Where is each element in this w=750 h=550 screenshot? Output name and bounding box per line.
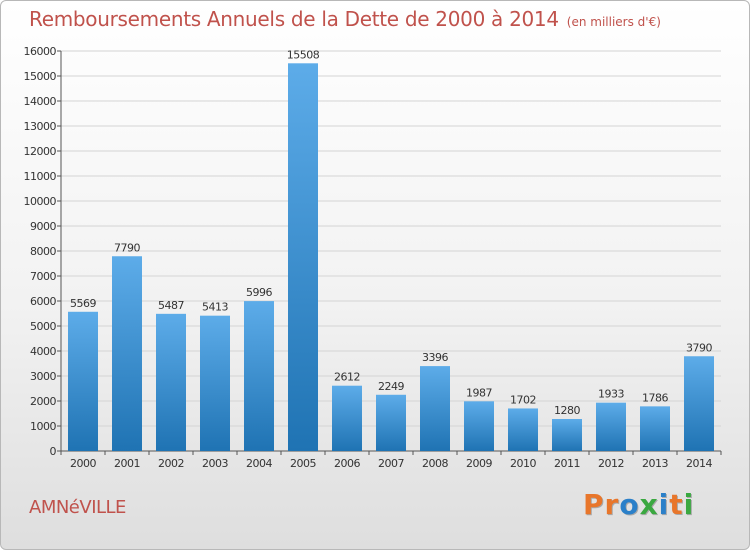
bar-2013: [640, 406, 670, 451]
x-tick-label-2005: 2005: [290, 457, 316, 470]
chart-unit-label: (en milliers d'€): [566, 15, 661, 29]
x-tick-label-2012: 2012: [598, 457, 624, 470]
y-tick-label: 11000: [24, 170, 57, 183]
bar-2010: [508, 408, 538, 451]
y-tick-label: 4000: [30, 345, 56, 358]
bar-2011: [552, 419, 582, 451]
y-tick-label: 2000: [30, 395, 56, 408]
y-tick-label: 5000: [30, 320, 56, 333]
data-label-2001: 7790: [114, 241, 140, 254]
logo-letter: P: [583, 488, 605, 521]
data-labels: 5569 7790 5487 5413 5996 15508 2612 2249 3396 198…: [70, 48, 713, 417]
y-tick-label: 12000: [24, 145, 57, 158]
y-tick-label: 14000: [24, 95, 57, 108]
bar-2008: [420, 366, 450, 451]
y-tick-label: 3000: [30, 370, 56, 383]
x-tick-label-2013: 2013: [642, 457, 668, 470]
x-tick-label-2009: 2009: [466, 457, 492, 470]
bar-2002: [156, 313, 186, 451]
data-label-2009: 1987: [466, 386, 492, 399]
x-tick-label-2003: 2003: [202, 457, 228, 470]
x-tick-label-2010: 2010: [510, 457, 536, 470]
logo-letter: i: [658, 488, 670, 521]
data-label-2013: 1786: [642, 391, 668, 404]
x-tick-label-2000: 2000: [70, 457, 96, 470]
data-label-2008: 3396: [422, 351, 448, 364]
y-tick-label: 15000: [24, 70, 57, 83]
bar-2014: [684, 356, 714, 451]
y-tick-label: 8000: [30, 245, 56, 258]
y-tick-label: 7000: [30, 270, 56, 283]
x-tick-label-2006: 2006: [334, 457, 360, 470]
data-label-2005: 15508: [287, 48, 320, 61]
logo-letter: x: [639, 488, 659, 521]
x-tick-label-2007: 2007: [378, 457, 404, 470]
bar-2003: [200, 315, 230, 451]
y-tick-label: 6000: [30, 295, 56, 308]
y-tick-label: 13000: [24, 120, 57, 133]
data-label-2011: 1280: [554, 404, 580, 417]
x-tick-label-2008: 2008: [422, 457, 448, 470]
bar-2005: [288, 63, 318, 452]
y-tick-label: 0: [50, 445, 57, 458]
bar-2004: [244, 301, 274, 451]
x-tick-label-2014: 2014: [686, 457, 712, 470]
data-label-2012: 1933: [598, 388, 624, 401]
data-label-2007: 2249: [378, 380, 404, 393]
data-label-2006: 2612: [334, 371, 360, 384]
bar-2000: [68, 311, 98, 451]
data-label-2000: 5569: [70, 297, 96, 310]
y-tick-label: 10000: [24, 195, 57, 208]
bar-2012: [596, 402, 626, 451]
y-tick-label: 1000: [30, 420, 56, 433]
bar-2007: [376, 394, 406, 451]
x-tick-label-2001: 2001: [114, 457, 140, 470]
logo-letter: r: [604, 488, 620, 521]
bars: [68, 63, 714, 452]
data-label-2003: 5413: [202, 301, 228, 314]
axes: 0 1000 2000 3000 4000 5000 6000 7000 8000 9000 100…: [24, 45, 722, 470]
logo-letter: i: [683, 488, 695, 521]
data-label-2014: 3790: [686, 341, 712, 354]
data-label-2010: 1702: [510, 393, 536, 406]
proxiti-logo[interactable]: Proxiti: [583, 488, 694, 521]
y-tick-label: 9000: [30, 220, 56, 233]
bar-2001: [112, 256, 142, 451]
city-name: AMNéVILLE: [29, 497, 126, 518]
data-label-2002: 5487: [158, 299, 184, 312]
chart-title-text: Remboursements Annuels de la Dette de 20…: [29, 7, 559, 31]
bar-2006: [332, 385, 362, 451]
x-tick-label-2004: 2004: [246, 457, 272, 470]
x-tick-label-2002: 2002: [158, 457, 184, 470]
logo-letter: o: [619, 488, 640, 521]
x-tick-label-2011: 2011: [554, 457, 580, 470]
bar-2009: [464, 401, 494, 451]
y-tick-label: 16000: [24, 45, 57, 58]
logo-letter: t: [669, 488, 684, 521]
chart-title: Remboursements Annuels de la Dette de 20…: [29, 7, 661, 31]
data-label-2004: 5996: [246, 286, 272, 299]
